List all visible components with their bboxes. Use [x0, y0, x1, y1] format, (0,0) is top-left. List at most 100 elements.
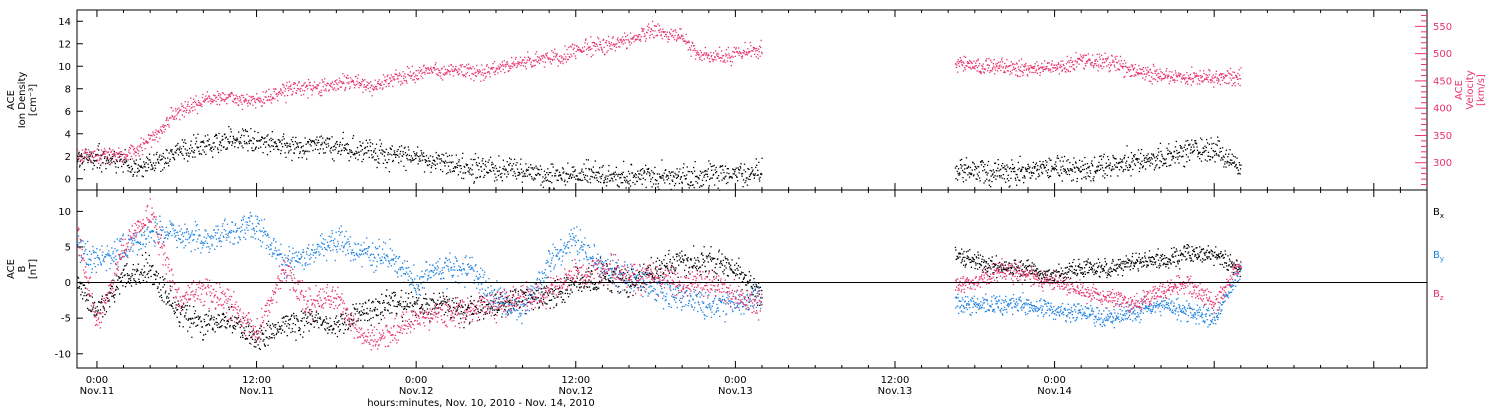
density-series-point — [162, 169, 164, 171]
bx-series-point — [299, 333, 302, 336]
density-series-point — [705, 180, 707, 182]
velocity-series-point — [440, 72, 442, 74]
density-series-point — [975, 166, 977, 168]
bx-series-point — [348, 320, 350, 322]
density-series-point — [594, 177, 596, 179]
velocity-series-point — [630, 42, 633, 44]
density-series-point — [393, 150, 395, 152]
velocity-series-point — [1033, 67, 1035, 69]
velocity-series-point — [1222, 73, 1224, 75]
velocity-series-point — [293, 87, 295, 90]
bx-series-point — [483, 318, 485, 320]
density-series-point — [82, 157, 84, 159]
density-series-point — [653, 173, 656, 175]
velocity-series-point — [156, 133, 158, 135]
velocity-series-point — [1173, 79, 1175, 81]
velocity-series-point — [1196, 74, 1198, 76]
velocity-series-point — [400, 80, 402, 82]
density-series-point — [967, 166, 969, 169]
bx-series-point — [115, 288, 117, 291]
density-series-point — [286, 142, 289, 145]
density-series-point — [429, 160, 431, 162]
velocity-series-point — [1122, 67, 1124, 69]
density-series-point — [263, 141, 266, 143]
bx-series-point — [295, 315, 297, 317]
velocity-series-point — [272, 97, 274, 99]
density-series-point — [666, 179, 668, 181]
bx-series-point — [301, 317, 303, 320]
velocity-series-point — [491, 68, 494, 70]
velocity-series-point — [512, 61, 515, 63]
velocity-series-point — [976, 70, 978, 72]
velocity-series-point — [230, 92, 232, 94]
velocity-series-point — [439, 75, 441, 77]
density-series-point — [1035, 178, 1037, 180]
density-series-point — [334, 143, 337, 145]
velocity-series-point — [265, 90, 268, 92]
density-series-point — [694, 170, 696, 172]
density-series-point — [234, 142, 236, 144]
density-series-point — [650, 170, 653, 172]
density-series-point — [603, 182, 605, 184]
bx-series-point — [187, 330, 189, 332]
bx-series-point — [174, 311, 176, 314]
density-series-point — [407, 159, 409, 161]
bx-series-point — [165, 303, 167, 305]
bx-series-point — [137, 270, 139, 272]
bx-series-point — [118, 277, 120, 279]
velocity-series-point — [1203, 70, 1205, 72]
bx-series-point — [350, 313, 352, 315]
density-series-point — [640, 178, 642, 180]
bx-series-point — [267, 344, 269, 346]
bx-series-point — [371, 310, 373, 312]
velocity-series-point — [1025, 62, 1027, 65]
bx-series-point — [360, 319, 362, 321]
velocity-series-point — [577, 48, 579, 50]
density-series-point — [1069, 161, 1071, 164]
velocity-series-point — [1115, 61, 1118, 63]
velocity-series-point — [729, 60, 731, 63]
velocity-series-point — [175, 118, 178, 120]
velocity-series-point — [443, 73, 445, 76]
velocity-series-point — [1238, 69, 1240, 71]
density-series-point — [361, 160, 363, 163]
bx-series-point — [226, 320, 228, 322]
density-series-point — [417, 163, 419, 165]
bx-series-point — [182, 309, 184, 311]
density-series-point — [456, 162, 458, 165]
density-series-point — [569, 175, 571, 177]
density-series-point — [457, 174, 459, 176]
density-series-point — [1051, 168, 1053, 170]
bx-series-point — [193, 313, 196, 315]
density-series-point — [233, 137, 235, 139]
bx-series-point — [221, 313, 224, 315]
density-series-point — [110, 160, 112, 162]
velocity-series-point — [414, 76, 416, 78]
density-series-point — [1223, 156, 1225, 158]
velocity-series-point — [506, 61, 508, 63]
velocity-series-point — [317, 85, 319, 87]
density-series-point — [690, 181, 692, 183]
density-series-point — [516, 168, 519, 170]
velocity-series-point — [1073, 68, 1075, 70]
velocity-series-point — [695, 54, 697, 56]
density-series-point — [326, 146, 328, 148]
velocity-series-point — [552, 51, 554, 53]
velocity-series-point — [1084, 62, 1086, 65]
bx-series-point — [372, 300, 374, 303]
density-series-point — [1133, 156, 1135, 158]
velocity-series-point — [328, 90, 330, 92]
velocity-series-point — [1132, 68, 1134, 70]
bx-series-point — [356, 308, 359, 310]
velocity-series-point — [739, 51, 741, 53]
density-series-point — [358, 154, 361, 156]
density-series-point — [349, 149, 351, 151]
density-series-point — [334, 149, 336, 151]
density-series-point — [525, 163, 527, 165]
density-series-point — [221, 135, 224, 137]
density-series-point — [1104, 177, 1106, 179]
density-series-point — [134, 171, 136, 173]
density-series-point — [229, 141, 231, 143]
bx-series-point — [211, 317, 213, 319]
density-series-point — [558, 171, 561, 173]
